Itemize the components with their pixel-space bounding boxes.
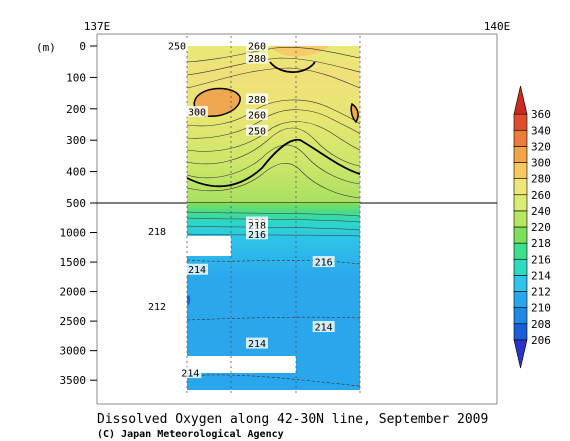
colorbar-tick-label: 220 — [531, 221, 551, 234]
y-axis: (m) 0 100 200 300 400 500 1000 1500 2000 2500 3000… — [36, 40, 97, 387]
chart-credit: (C) Japan Meteorological Agency — [97, 428, 284, 440]
colorbar-tick-label: 360 — [531, 108, 551, 121]
y-unit-label: (m) — [36, 41, 56, 54]
svg-text:300: 300 — [188, 107, 206, 118]
plot-frame — [96, 33, 498, 405]
contour-label: 214 — [312, 321, 335, 334]
colorbar-swatch — [513, 129, 528, 147]
max-region-east — [350, 102, 359, 124]
colorbar-swatch — [513, 194, 528, 212]
station-lines — [186, 36, 361, 396]
colorbar-tick-label: 240 — [531, 205, 551, 218]
svg-text:280: 280 — [248, 95, 266, 106]
svg-text:216: 216 — [248, 230, 266, 241]
colorbar-tick-label: 208 — [531, 318, 551, 331]
upper-section — [186, 46, 361, 203]
colorbar-tick-label: 206 — [531, 334, 551, 347]
contour-label: 214 — [179, 367, 202, 380]
upper-fill — [187, 46, 360, 203]
y-tick-label: 200 — [66, 103, 86, 116]
svg-text:260: 260 — [248, 42, 266, 53]
colorbar-swatch — [513, 323, 528, 341]
y-tick-label: 400 — [66, 166, 86, 179]
colorbar-tick-label: 280 — [531, 173, 551, 186]
lower-contours — [186, 211, 361, 387]
colorbar-tick-label: 212 — [531, 286, 551, 299]
svg-text:212: 212 — [148, 302, 166, 313]
contour-label: 300 — [186, 105, 208, 118]
contour-label: 214 — [186, 263, 208, 276]
colorbar-tick-label: 218 — [531, 237, 551, 250]
upper-contours — [186, 47, 361, 199]
colorbar-tick-label: 340 — [531, 124, 551, 137]
no-data-block-1 — [187, 236, 231, 256]
colorbar-swatch — [513, 85, 528, 115]
y-tick-label: 2000 — [60, 286, 87, 299]
y-tick-label: 100 — [66, 71, 86, 84]
svg-text:218: 218 — [148, 227, 166, 238]
contour-label: 212 — [146, 300, 168, 313]
contour-label: 250 — [246, 124, 268, 137]
lower-section — [186, 203, 361, 390]
svg-text:214: 214 — [315, 323, 333, 334]
chart-title: Dissolved Oxygen along 42-30N line, Sept… — [97, 412, 488, 427]
y-tick-label: 300 — [66, 134, 86, 147]
svg-text:216: 216 — [315, 258, 333, 269]
y-tick-label: 500 — [66, 197, 86, 210]
colorbar-swatch — [513, 162, 528, 179]
svg-text:214: 214 — [181, 369, 199, 380]
y-tick-label: 1500 — [60, 256, 87, 269]
colorbar-tick-label: 320 — [531, 140, 551, 153]
colorbar-swatch — [513, 242, 528, 260]
colorbar-swatch — [513, 210, 528, 228]
contour-label: 216 — [312, 256, 335, 269]
y-tick-label: 0 — [79, 40, 86, 53]
colorbar-swatch — [513, 113, 528, 131]
no-data-block-2 — [187, 356, 296, 373]
colorbar-swatch — [513, 307, 528, 325]
colorbar-swatch — [513, 339, 528, 369]
x-axis: 137E 140E — [84, 20, 511, 33]
svg-text:250: 250 — [248, 126, 266, 137]
colorbar-swatch — [513, 226, 528, 244]
contour-label: 260 — [246, 109, 268, 122]
colorbar: 206 208 210 212 214 216 218 220 240 260 280 300 320 3… — [513, 85, 551, 369]
colorbar-swatch — [513, 146, 528, 163]
y-tick-label: 2500 — [60, 315, 87, 328]
contour-labels: 2502602803002802602502202182162182142162… — [146, 40, 335, 380]
colorbar-swatch — [513, 178, 528, 196]
y-tick-label: 3000 — [60, 345, 87, 358]
y-tick-label: 3500 — [60, 374, 87, 387]
colorbar-tick-label: 216 — [531, 253, 551, 266]
colorbar-tick-label: 210 — [531, 302, 551, 315]
contour-label: 260 — [246, 40, 268, 53]
min-region — [187, 295, 191, 306]
svg-text:214: 214 — [248, 339, 266, 350]
colorbar-swatch — [513, 258, 528, 276]
contour-label: 280 — [246, 52, 268, 65]
bold-contours — [186, 61, 361, 188]
colorbar-tick-label: 214 — [531, 269, 551, 282]
x-tick-label: 140E — [484, 20, 511, 33]
colorbar-tick-label: 260 — [531, 189, 551, 202]
svg-text:250: 250 — [168, 42, 186, 53]
x-tick-label: 137E — [84, 20, 111, 33]
contour-label: 218 — [146, 225, 168, 238]
contour-label: 280 — [246, 93, 268, 106]
colorbar-tick-label: 300 — [531, 157, 551, 170]
contour-label: 214 — [246, 337, 268, 350]
peak-top — [270, 46, 330, 57]
svg-text:218: 218 — [248, 221, 266, 232]
svg-text:214: 214 — [188, 265, 206, 276]
contour-label: 218 — [246, 219, 268, 232]
contour-label: 216 — [246, 228, 268, 241]
colorbar-swatch — [513, 291, 528, 308]
svg-text:280: 280 — [248, 54, 266, 65]
svg-text:260: 260 — [248, 111, 266, 122]
contour-label: 250 — [166, 40, 188, 53]
colorbar-swatch — [513, 275, 528, 292]
y-tick-label: 1000 — [60, 227, 87, 240]
